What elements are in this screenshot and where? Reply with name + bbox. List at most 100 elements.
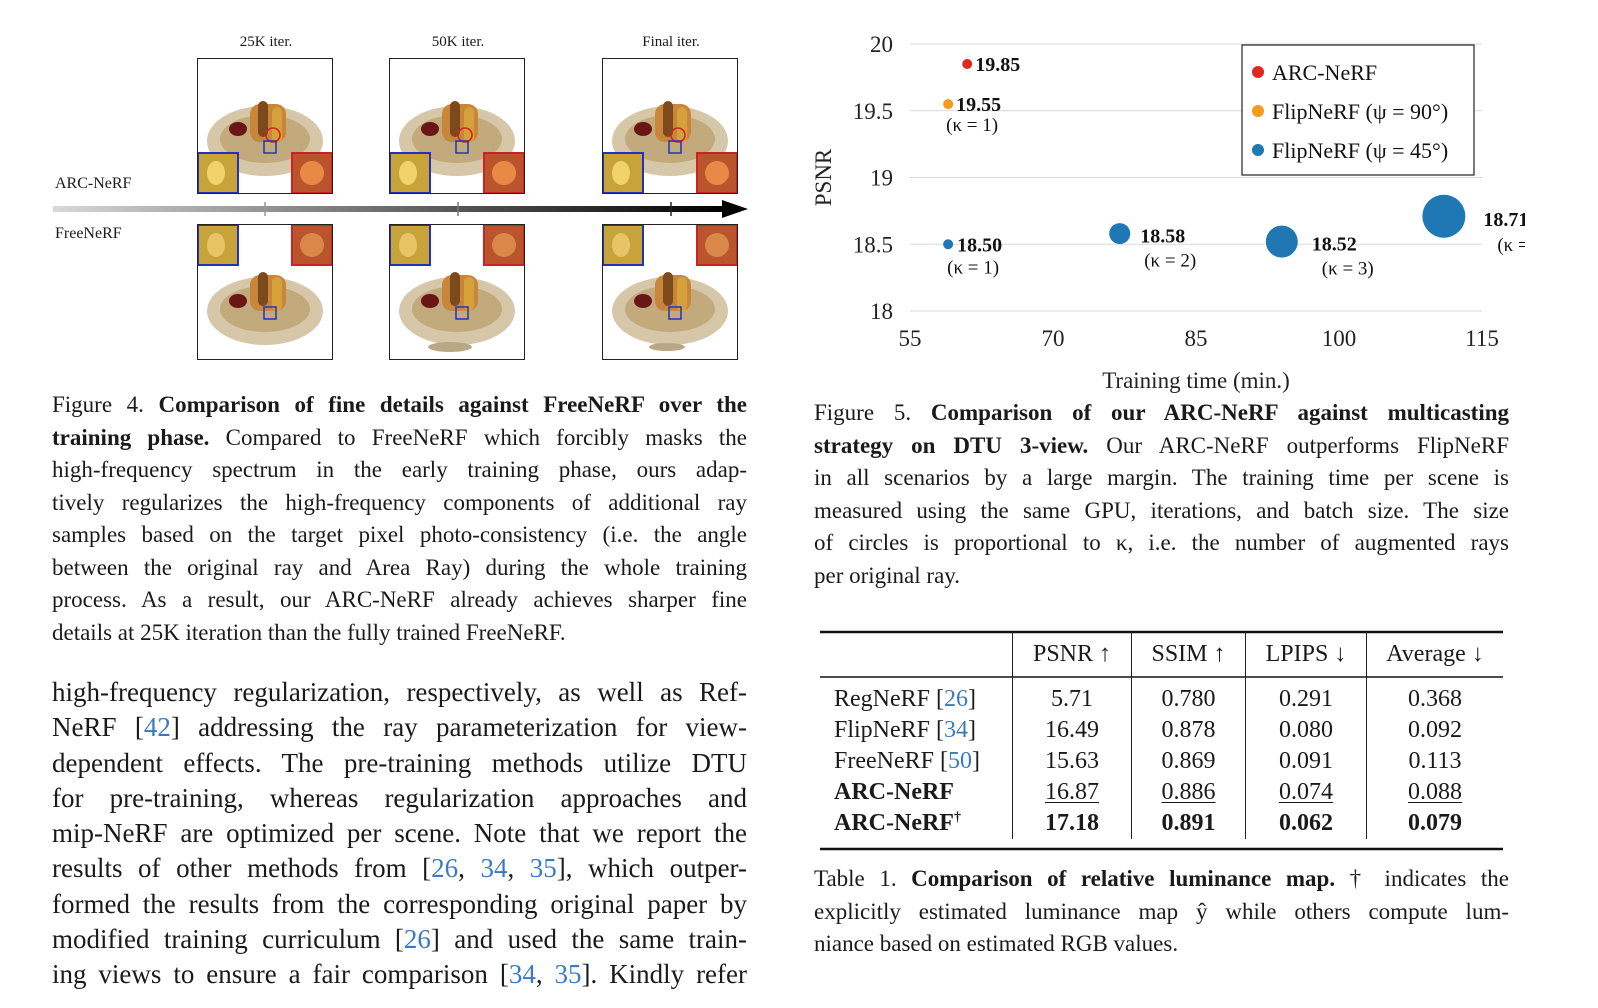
citation-link[interactable]: 34 <box>508 959 536 990</box>
scatter-point <box>1265 225 1298 258</box>
arc-nerf-final-image <box>602 58 738 194</box>
caption-line: details at 25K iteration than the fully … <box>52 617 747 650</box>
citation-link[interactable]: 50 <box>947 748 972 774</box>
table-header-method <box>820 632 1013 676</box>
kappa-label: (κ = 3) <box>1322 259 1374 280</box>
body-line: results of other methods from [26, 34, 3… <box>52 851 747 886</box>
value-text: 17.18 <box>1045 810 1099 836</box>
value-text: 0.113 <box>1408 748 1462 774</box>
table-cell-value: 0.080 <box>1245 715 1367 746</box>
caption-text: high-frequency spectrum in the early tra… <box>52 457 747 482</box>
table-1: PSNR ↑ SSIM ↑ LPIPS ↓ Average ↓ RegNeRF … <box>820 632 1503 839</box>
data-label: 19.85 <box>975 54 1020 76</box>
body-line: modified training curriculum [26] and us… <box>52 922 747 957</box>
freenerf-final-image <box>602 224 738 360</box>
caption-text: † indicates the <box>1335 866 1509 891</box>
body-text: high-frequency regularization, respectiv… <box>52 677 747 707</box>
table-cell-value: 16.49 <box>1012 715 1132 746</box>
value-text: 0.368 <box>1408 686 1462 712</box>
citation-link[interactable]: 35 <box>554 959 582 990</box>
scatter-point <box>962 59 973 70</box>
citation-link[interactable]: 35 <box>529 853 557 884</box>
training-progress-arrow <box>53 200 748 218</box>
body-text: ] addressing the ray parameterization fo… <box>170 712 748 743</box>
value-text: 0.780 <box>1161 686 1216 712</box>
caption-line: high-frequency spectrum in the early tra… <box>52 454 747 487</box>
caption-line: samples based on the target pixel photo-… <box>52 519 747 552</box>
data-label: 18.71 <box>1483 209 1525 231</box>
caption-line: training phase. Compared to FreeNeRF whi… <box>52 422 747 455</box>
caption-line: process. As a result, our ARC-NeRF alrea… <box>52 584 747 617</box>
legend-label: ARC-NeRF <box>1272 60 1377 85</box>
iter-label-25k: 25K iter. <box>239 34 293 50</box>
bracket: ] <box>968 686 976 712</box>
table-cell-value: 17.18 <box>1012 808 1132 839</box>
caption-prefix: Table 1. <box>814 866 912 891</box>
body-paragraph: high-frequency regularization, respectiv… <box>52 675 747 993</box>
arc-nerf-25k-image <box>197 58 333 194</box>
body-text: , <box>507 853 530 884</box>
table-cell-value: 0.092 <box>1366 715 1503 746</box>
table-header-average: Average ↓ <box>1366 632 1503 676</box>
legend-marker <box>1252 144 1264 156</box>
x-tick-label: 70 <box>1042 326 1065 351</box>
value-text: 0.092 <box>1408 717 1462 743</box>
caption-text: of circles is proportional to κ, i.e. th… <box>814 530 1509 555</box>
table-cell-value: 0.091 <box>1245 746 1367 777</box>
citation-link[interactable]: 34 <box>480 853 508 884</box>
kappa-label: (κ = 1) <box>946 115 998 136</box>
caption-line: strategy on DTU 3-view. Our ARC-NeRF out… <box>814 430 1509 463</box>
caption-line: niance based on estimated RGB values. <box>814 928 1509 961</box>
citation-link[interactable]: 42 <box>143 712 171 743</box>
value-text: 0.886 <box>1161 779 1216 805</box>
value-text: 0.088 <box>1408 779 1462 805</box>
caption-text: Our ARC-NeRF outperforms FlipNeRF <box>1088 432 1510 458</box>
value-text: 0.074 <box>1279 779 1333 805</box>
caption-line: Table 1. Comparison of relative luminanc… <box>814 863 1509 896</box>
method-name: ARC-NeRF <box>834 779 954 805</box>
caption-prefix: Figure 4. <box>52 392 159 417</box>
figure-5-caption: Figure 5. Comparison of our ARC-NeRF aga… <box>814 397 1509 592</box>
value-text: 5.71 <box>1051 686 1093 712</box>
freenerf-50k-image <box>389 224 525 360</box>
value-text: 16.87 <box>1045 779 1099 805</box>
caption-line: tively regularizes the high-frequency co… <box>52 487 747 520</box>
y-tick-label: 20 <box>870 32 893 57</box>
y-tick-label: 18 <box>870 299 893 324</box>
body-text: ], which outper- <box>556 853 747 884</box>
table-row: FreeNeRF [50] 15.63 0.869 0.091 0.113 <box>820 746 1503 777</box>
arc-nerf-50k-image <box>389 58 525 194</box>
table-row: ARC-NeRF† 17.18 0.891 0.062 0.079 <box>820 808 1503 839</box>
caption-text: explicitly estimated luminance map ŷ whi… <box>814 898 1509 924</box>
citation-link[interactable]: 26 <box>403 924 431 955</box>
legend-box <box>1241 44 1475 176</box>
body-text: for pre-training, whereas regularization… <box>52 782 747 813</box>
citation-link[interactable]: 26 <box>431 853 459 884</box>
value-text: 0.891 <box>1161 810 1216 836</box>
citation-link[interactable]: 34 <box>944 717 969 743</box>
bracket: [ <box>936 686 944 712</box>
table-cell-value: 0.878 <box>1131 715 1246 746</box>
x-axis-label: Training time (min.) <box>1102 368 1290 393</box>
caption-text: measured using the same GPU, iterations,… <box>814 497 1509 523</box>
body-text: ]. Kindly refer <box>581 959 748 990</box>
bracket: [ <box>936 717 945 743</box>
table-row: ARC-NeRF 16.87 0.886 0.074 0.088 <box>820 777 1503 808</box>
scatter-point <box>943 99 954 110</box>
freenerf-25k-image <box>197 224 333 360</box>
scatter-point <box>1422 194 1466 238</box>
caption-line: explicitly estimated luminance map ŷ whi… <box>814 896 1509 929</box>
body-text: NeRF [ <box>52 712 144 743</box>
table-header-row: PSNR ↑ SSIM ↑ LPIPS ↓ Average ↓ <box>820 632 1503 676</box>
table-cell-value: 0.869 <box>1131 746 1246 777</box>
table-cell-value: 0.368 <box>1366 676 1503 715</box>
kappa-label: (κ = 2) <box>1144 251 1196 272</box>
caption-line: in all scenarios by a large margin. The … <box>814 462 1509 495</box>
citation-link[interactable]: 26 <box>944 686 968 712</box>
body-text: , <box>535 959 555 990</box>
value-text: 0.869 <box>1161 748 1216 774</box>
body-text: ] and used the same train- <box>430 924 747 955</box>
caption-line: per original ray. <box>814 560 1509 593</box>
figure-4-caption: Figure 4. Comparison of fine details aga… <box>52 389 747 649</box>
y-axis-label: PSNR <box>811 148 836 206</box>
